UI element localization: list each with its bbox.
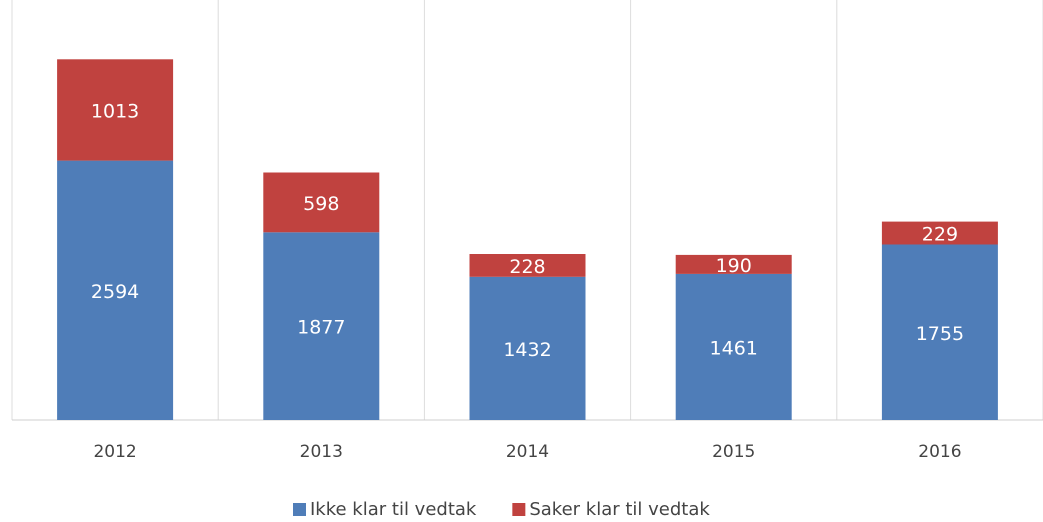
data-label: 2594: [91, 281, 139, 303]
legend-label: Saker klar til vedtak: [529, 499, 710, 520]
legend-swatch: [512, 503, 526, 516]
data-label: 1432: [503, 339, 551, 361]
bar-segment: [469, 254, 586, 277]
data-label: 1877: [297, 317, 345, 339]
x-tick-label: 2015: [712, 442, 755, 462]
legend-label: Ikke klar til vedtak: [310, 499, 477, 520]
bar-segment: [263, 172, 380, 233]
legend-swatch: [293, 503, 306, 516]
bar-segment: [57, 160, 174, 420]
bar-segment: [263, 232, 380, 420]
data-label: 598: [303, 193, 339, 215]
bar-segment: [881, 221, 998, 245]
data-label: 1013: [91, 100, 139, 122]
data-label: 190: [716, 255, 752, 277]
data-label: 229: [922, 224, 958, 246]
data-label: 228: [509, 256, 545, 278]
x-tick-label: 2014: [506, 442, 549, 462]
x-tick-label: 2013: [300, 442, 343, 462]
bar-segment: [469, 276, 586, 420]
data-label: 1755: [916, 323, 964, 345]
data-label: 1461: [710, 337, 758, 359]
bar-segment: [675, 273, 792, 420]
bar-segment: [675, 254, 792, 274]
x-tick-label: 2016: [918, 442, 961, 462]
bar-segment: [57, 59, 174, 161]
bar-segment: [881, 244, 998, 420]
x-tick-label: 2012: [93, 442, 136, 462]
